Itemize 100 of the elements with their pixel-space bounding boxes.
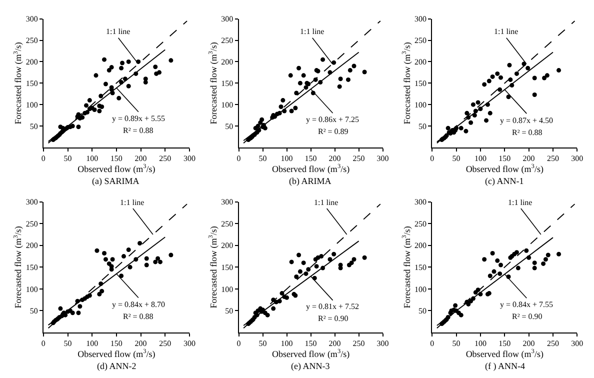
x-tick-label: 100 [86, 339, 98, 348]
x-tick-label: 250 [352, 339, 365, 348]
x-tick-label: 300 [571, 154, 584, 164]
annotation: y = 0.86x + 7.25 [306, 115, 360, 124]
y-tick-label: 100 [414, 100, 427, 110]
y-tick-label: 150 [26, 78, 38, 88]
x-tick-label: 150 [110, 154, 122, 164]
y-tick-label: 50 [418, 122, 427, 131]
x-tick-label: 50 [452, 154, 460, 164]
x-tick-label: 200 [328, 154, 341, 164]
x-axis-title: Observed flow (m$^{3}$/s) [272, 163, 350, 174]
y-tick-label: 50 [225, 306, 234, 316]
y-tick-label: 300 [221, 198, 234, 207]
x-tick-label: 300 [376, 154, 389, 164]
y-tick-label: 200 [414, 241, 427, 250]
y-tick-label: 250 [221, 219, 234, 228]
text: (c) ANN-1 [485, 176, 524, 186]
y-tick-label: 300 [26, 14, 38, 24]
x-axis-title: Observed flow (m$^{3}$/s) [78, 348, 156, 359]
x-tick-label: 300 [183, 339, 196, 348]
x-tick-label: 200 [522, 154, 535, 164]
y-tick-label: 50 [418, 306, 427, 316]
y-tick-label: 50 [30, 306, 38, 316]
x-tick-label: 0 [236, 154, 241, 164]
x-tick-label: 50 [258, 339, 267, 348]
text: (b) ARIMA [289, 176, 332, 186]
x-tick-label: 250 [352, 154, 365, 164]
y-tick-label: 50 [225, 122, 234, 131]
y-tick-label: 300 [221, 14, 234, 24]
y-tick-label: 150 [414, 262, 427, 272]
x-tick-label: 100 [280, 154, 293, 164]
y-tick-label: 200 [26, 58, 38, 67]
annotation: R² = 0.90 [512, 312, 542, 321]
x-tick-label: 250 [546, 154, 559, 164]
text: (a) SARIMA [92, 176, 140, 186]
x-tick-label: 0 [41, 339, 46, 348]
annotation: y = 0.89x + 5.55 [112, 114, 166, 123]
x-tick-label: 150 [498, 154, 511, 164]
annotation: y = 0.84x + 8.70 [112, 300, 166, 309]
annotation: y = 0.81x + 7.52 [306, 302, 360, 311]
y-tick-label: 300 [414, 14, 427, 24]
x-tick-label: 250 [159, 154, 172, 164]
y-tick-label: 100 [26, 284, 38, 294]
x-tick-label: 100 [474, 339, 486, 348]
annotation: 1:1 line [508, 198, 533, 207]
y-tick-label: 50 [30, 122, 38, 131]
y-tick-label: 200 [221, 58, 234, 67]
x-tick-label: 150 [110, 339, 122, 348]
y-tick-label: 300 [26, 198, 38, 207]
x-axis-title: Observed flow (m$^{3}$/s) [466, 163, 544, 174]
y-tick-label: 100 [221, 284, 234, 294]
y-tick-label: 250 [26, 36, 38, 46]
y-tick-label: 250 [221, 36, 234, 46]
x-axis-title: Observed flow (m$^{3}$/s) [78, 163, 156, 174]
x-tick-label: 250 [546, 339, 559, 348]
x-axis-title: Observed flow (m$^{3}$/s) [466, 348, 544, 359]
text: (d) ANN-2 [97, 361, 136, 371]
annotation: 1:1 line [106, 27, 131, 36]
x-tick-label: 0 [236, 339, 241, 348]
x-tick-label: 100 [86, 154, 98, 164]
x-tick-label: 250 [159, 339, 172, 348]
y-tick-label: 150 [414, 78, 427, 88]
annotation: y = 0.87x + 4.50 [500, 116, 554, 125]
x-tick-label: 0 [430, 154, 434, 164]
x-tick-label: 200 [134, 339, 147, 348]
x-tick-label: 200 [328, 339, 341, 348]
x-tick-label: 50 [258, 154, 267, 164]
y-tick-label: 250 [414, 219, 427, 228]
y-tick-label: 200 [414, 58, 427, 67]
y-tick-label: 150 [221, 78, 234, 88]
x-tick-label: 300 [183, 154, 196, 164]
y-tick-label: 100 [221, 100, 234, 110]
annotation: 1:1 line [120, 198, 145, 207]
x-tick-label: 0 [430, 339, 434, 348]
x-tick-label: 200 [522, 339, 535, 348]
y-tick-label: 300 [414, 198, 427, 207]
y-tick-label: 200 [221, 241, 234, 250]
text: (e) ANN-3 [291, 361, 330, 371]
x-tick-label: 50 [452, 339, 460, 348]
annotation: R² = 0.88 [123, 312, 154, 321]
x-tick-label: 150 [304, 339, 317, 348]
x-tick-label: 0 [41, 154, 46, 164]
annotation: y = 0.84x + 7.55 [500, 300, 554, 309]
x-axis-title: Observed flow (m$^{3}$/s) [272, 348, 350, 359]
annotation: 1:1 line [314, 198, 339, 207]
annotation: R² = 0.88 [123, 126, 154, 135]
y-tick-label: 100 [26, 100, 38, 110]
annotation: 1:1 line [300, 27, 325, 36]
x-tick-label: 50 [64, 154, 72, 164]
x-tick-label: 150 [498, 339, 511, 348]
y-tick-label: 250 [26, 219, 38, 228]
x-tick-label: 200 [134, 154, 147, 164]
y-tick-label: 150 [221, 262, 234, 272]
annotation: 1:1 line [494, 27, 519, 36]
annotation: R² = 0.88 [512, 128, 542, 137]
annotation: R² = 0.90 [318, 314, 348, 323]
y-tick-label: 250 [414, 36, 427, 46]
text: (f ) ANN-4 [485, 361, 526, 371]
x-tick-label: 50 [64, 339, 72, 348]
x-tick-label: 300 [571, 339, 584, 348]
